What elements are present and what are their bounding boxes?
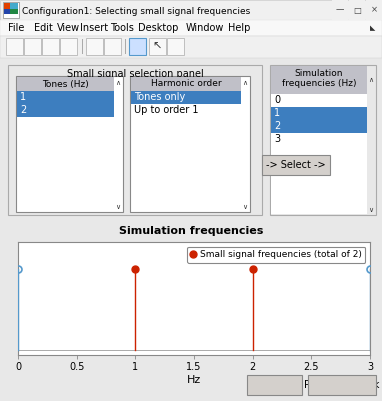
Text: Insert: Insert xyxy=(80,23,108,33)
Bar xyxy=(149,38,166,55)
Bar xyxy=(129,38,146,55)
Bar xyxy=(308,375,376,395)
Bar xyxy=(82,39,83,54)
Bar xyxy=(4,3,10,9)
Bar xyxy=(10,9,18,14)
Bar xyxy=(17,91,114,104)
Bar xyxy=(131,77,241,91)
Bar xyxy=(247,375,302,395)
Text: —: — xyxy=(336,6,344,14)
Text: 2: 2 xyxy=(274,121,280,131)
Text: 3: 3 xyxy=(274,134,280,144)
Text: ↖: ↖ xyxy=(152,42,162,52)
Text: ∧: ∧ xyxy=(115,80,121,86)
Bar xyxy=(262,155,330,175)
Bar xyxy=(0,36,382,58)
Text: Tones (Hz): Tones (Hz) xyxy=(42,79,88,89)
Bar xyxy=(16,76,123,212)
Bar xyxy=(349,0,365,20)
Text: 0: 0 xyxy=(274,95,280,105)
Text: Desktop: Desktop xyxy=(138,23,178,33)
Text: Simulation: Simulation xyxy=(295,69,343,79)
Bar xyxy=(104,38,121,55)
Text: Up to order 1: Up to order 1 xyxy=(134,105,199,115)
Bar xyxy=(17,77,114,91)
Text: ×: × xyxy=(371,6,377,14)
Bar xyxy=(4,9,10,14)
Text: Populate Mask: Populate Mask xyxy=(304,380,380,390)
Bar xyxy=(0,0,382,20)
Bar xyxy=(86,38,103,55)
Text: Harmonic order: Harmonic order xyxy=(151,79,221,89)
Text: Simulation frequencies: Simulation frequencies xyxy=(119,226,263,236)
Text: Tones only: Tones only xyxy=(134,92,185,102)
Bar xyxy=(167,38,184,55)
Text: ∨: ∨ xyxy=(368,207,374,213)
Bar xyxy=(24,38,41,55)
Bar xyxy=(270,65,376,215)
Bar xyxy=(131,91,241,104)
Text: Edit: Edit xyxy=(34,23,53,33)
Text: -> Select ->: -> Select -> xyxy=(266,160,326,170)
Bar xyxy=(42,38,59,55)
Text: Window: Window xyxy=(186,23,224,33)
Bar xyxy=(0,58,382,401)
Text: Cancel: Cancel xyxy=(256,380,292,390)
Bar xyxy=(60,38,77,55)
Bar xyxy=(271,94,367,214)
Text: 1: 1 xyxy=(274,108,280,118)
Bar xyxy=(17,104,114,117)
Text: Help: Help xyxy=(228,23,250,33)
Text: ∨: ∨ xyxy=(115,204,121,210)
Text: File: File xyxy=(8,23,24,33)
Text: □: □ xyxy=(353,6,361,14)
Text: frequencies (Hz): frequencies (Hz) xyxy=(282,79,356,89)
Bar xyxy=(366,0,382,20)
Bar xyxy=(10,3,18,9)
Legend: Small signal frequencies (total of 2): Small signal frequencies (total of 2) xyxy=(187,247,366,263)
Bar xyxy=(0,20,382,36)
Text: ◣: ◣ xyxy=(370,25,376,31)
Text: ∨: ∨ xyxy=(243,204,248,210)
Text: 2: 2 xyxy=(20,105,26,115)
Bar xyxy=(271,120,367,133)
Text: Tools: Tools xyxy=(110,23,134,33)
Text: ∧: ∧ xyxy=(368,77,374,83)
Bar xyxy=(332,0,348,20)
Bar xyxy=(271,107,367,120)
Bar xyxy=(6,38,23,55)
Bar xyxy=(3,2,19,18)
Text: 1: 1 xyxy=(20,92,26,102)
Bar xyxy=(125,39,126,54)
Bar xyxy=(271,66,367,94)
Text: ∧: ∧ xyxy=(243,80,248,86)
Bar xyxy=(8,65,262,215)
Text: Small signal selection panel: Small signal selection panel xyxy=(66,69,203,79)
Text: View: View xyxy=(57,23,80,33)
X-axis label: Hz: Hz xyxy=(187,375,201,385)
Bar xyxy=(130,76,250,212)
Text: Configuration1: Selecting small signal frequencies: Configuration1: Selecting small signal f… xyxy=(22,6,250,16)
